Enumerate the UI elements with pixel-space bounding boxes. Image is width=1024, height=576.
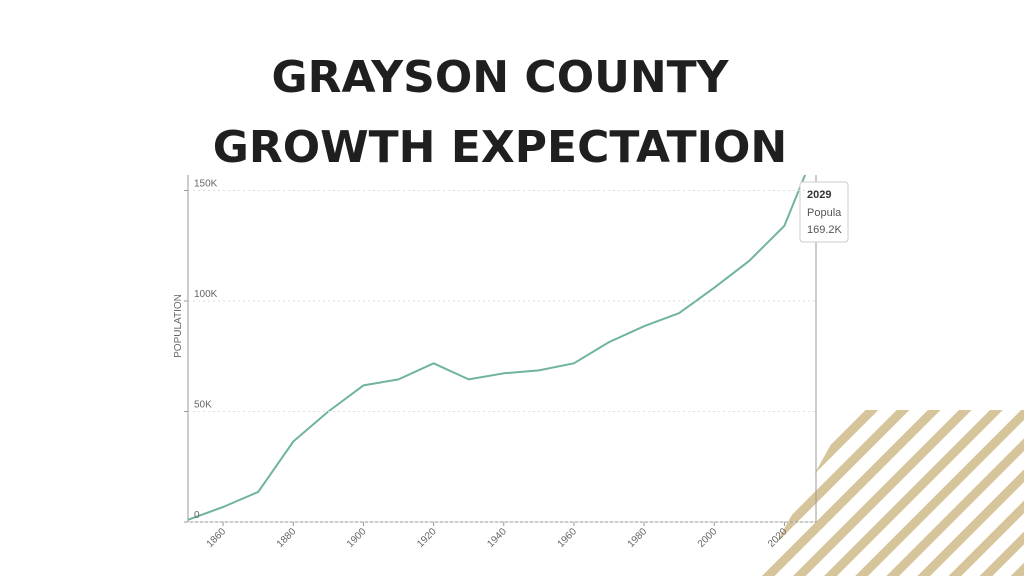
x-tick-label: 1880: [275, 526, 299, 550]
tooltip: 2029 Popula 169.2K: [799, 181, 849, 243]
x-tick-label: 1920: [415, 526, 439, 550]
tooltip-series: Popula: [807, 207, 842, 219]
x-tick-label: 1980: [626, 526, 650, 550]
x-tick-label: 1940: [485, 526, 509, 550]
y-axis-label: POPULATION: [173, 294, 184, 358]
y-tick-label: 100K: [194, 289, 218, 300]
tooltip-title: 2029: [807, 189, 831, 201]
y-tick-label: 150K: [194, 178, 218, 189]
x-tick-label: 1860: [205, 526, 229, 550]
population-line: [188, 175, 807, 521]
x-tick-label: 1960: [556, 526, 580, 550]
y-tick-label: 50K: [194, 399, 212, 410]
tooltip-value: 169.2K: [807, 224, 843, 236]
x-tick-label: 1900: [345, 526, 369, 550]
title-line: GRAYSON COUNTY: [271, 52, 729, 103]
tooltip-box: [799, 181, 849, 243]
decor-stripes: [758, 410, 1024, 576]
title-line: GROWTH EXPECTATION: [213, 122, 788, 173]
y-tick-label: 0: [194, 510, 200, 521]
x-tick-label: 2000: [696, 526, 720, 550]
